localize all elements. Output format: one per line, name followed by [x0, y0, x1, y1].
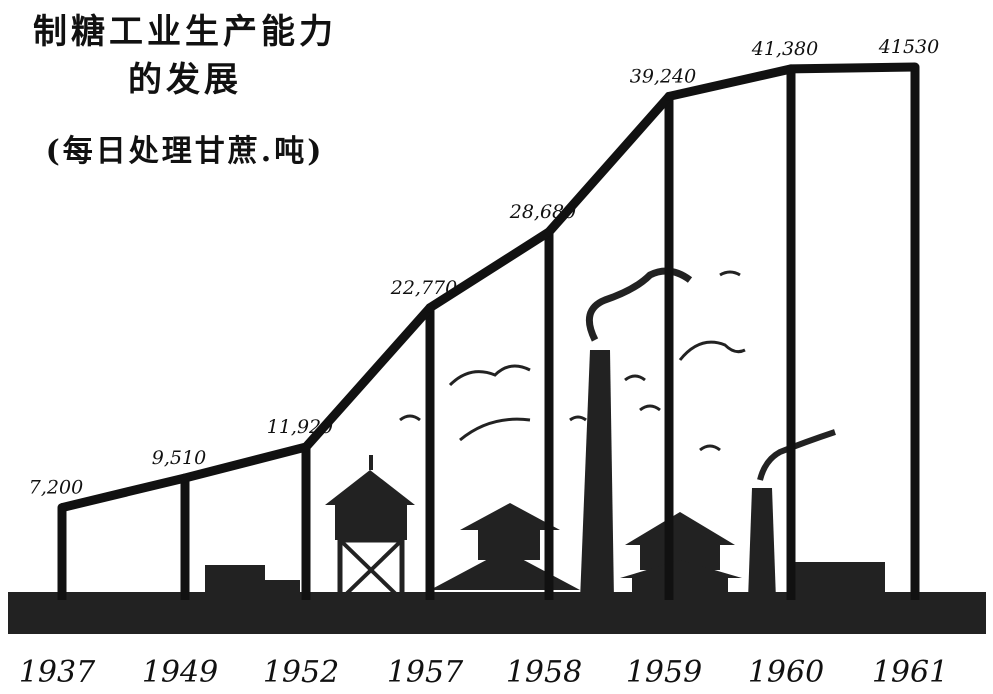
year-label-1952: 1952	[263, 655, 339, 690]
smoke-plume-small	[757, 429, 836, 481]
data-point-1949	[180, 473, 190, 483]
factory-hall	[478, 530, 540, 560]
data-point-1961	[910, 62, 920, 72]
water-tower-tank	[335, 505, 407, 540]
data-point-1960	[786, 64, 796, 74]
year-label-1957: 1957	[387, 655, 464, 690]
value-label-1960: 41,380	[751, 38, 818, 60]
year-label-1961: 1961	[872, 655, 948, 690]
value-label-1959: 39,240	[630, 65, 696, 87]
value-label-1937: 7,200	[29, 477, 83, 499]
pagoda-base	[632, 578, 728, 600]
warehouse-right	[795, 562, 885, 597]
year-label-1949: 1949	[142, 655, 218, 690]
value-label-1949: 9,510	[152, 447, 206, 469]
value-label-1961: 41530	[878, 36, 939, 58]
year-label-1960: 1960	[748, 655, 824, 690]
series-line	[60, 62, 916, 512]
water-tower-roof	[325, 470, 415, 505]
pagoda-roof	[625, 512, 735, 545]
chimney-small	[748, 488, 776, 600]
factory-cupola	[460, 503, 560, 530]
year-label-1959: 1959	[626, 655, 702, 690]
factory-illustration	[8, 267, 986, 634]
warehouse-shape	[255, 580, 300, 600]
unit-label: (每日处理甘蔗.吨)	[45, 134, 325, 169]
data-point-1958	[544, 227, 554, 237]
data-point-1959	[664, 91, 674, 101]
smoke-plume	[585, 267, 693, 342]
data-point-1937	[57, 503, 67, 513]
series-line-layer	[57, 62, 920, 513]
ground-strip	[8, 592, 986, 634]
factory-roof	[430, 550, 580, 590]
data-point-1952	[301, 442, 311, 452]
value-columns	[57, 67, 920, 600]
title-block: 制糖工业生产能力 的发展 (每日处理甘蔗.吨)	[20, 8, 350, 170]
value-label-1957: 22,770	[390, 277, 457, 299]
value-label-1952: 11,920	[267, 416, 333, 438]
value-label-1958: 28,680	[509, 201, 576, 223]
year-label-1958: 1958	[506, 655, 582, 690]
pagoda-roof-lower	[620, 560, 742, 578]
chart-title: 制糖工业生产能力 的发展	[33, 12, 337, 100]
year-label-1937: 1937	[19, 655, 96, 690]
year-axis-labels: 1937 1949 1952 1957 1958 1959 1960 1961	[19, 655, 948, 690]
value-labels: 7,200 9,510 11,920 22,770 28,680 39,240 41,380…	[29, 36, 939, 499]
water-tower-legs	[337, 537, 405, 603]
data-point-1957	[425, 303, 435, 313]
chimney-tall	[580, 350, 614, 600]
